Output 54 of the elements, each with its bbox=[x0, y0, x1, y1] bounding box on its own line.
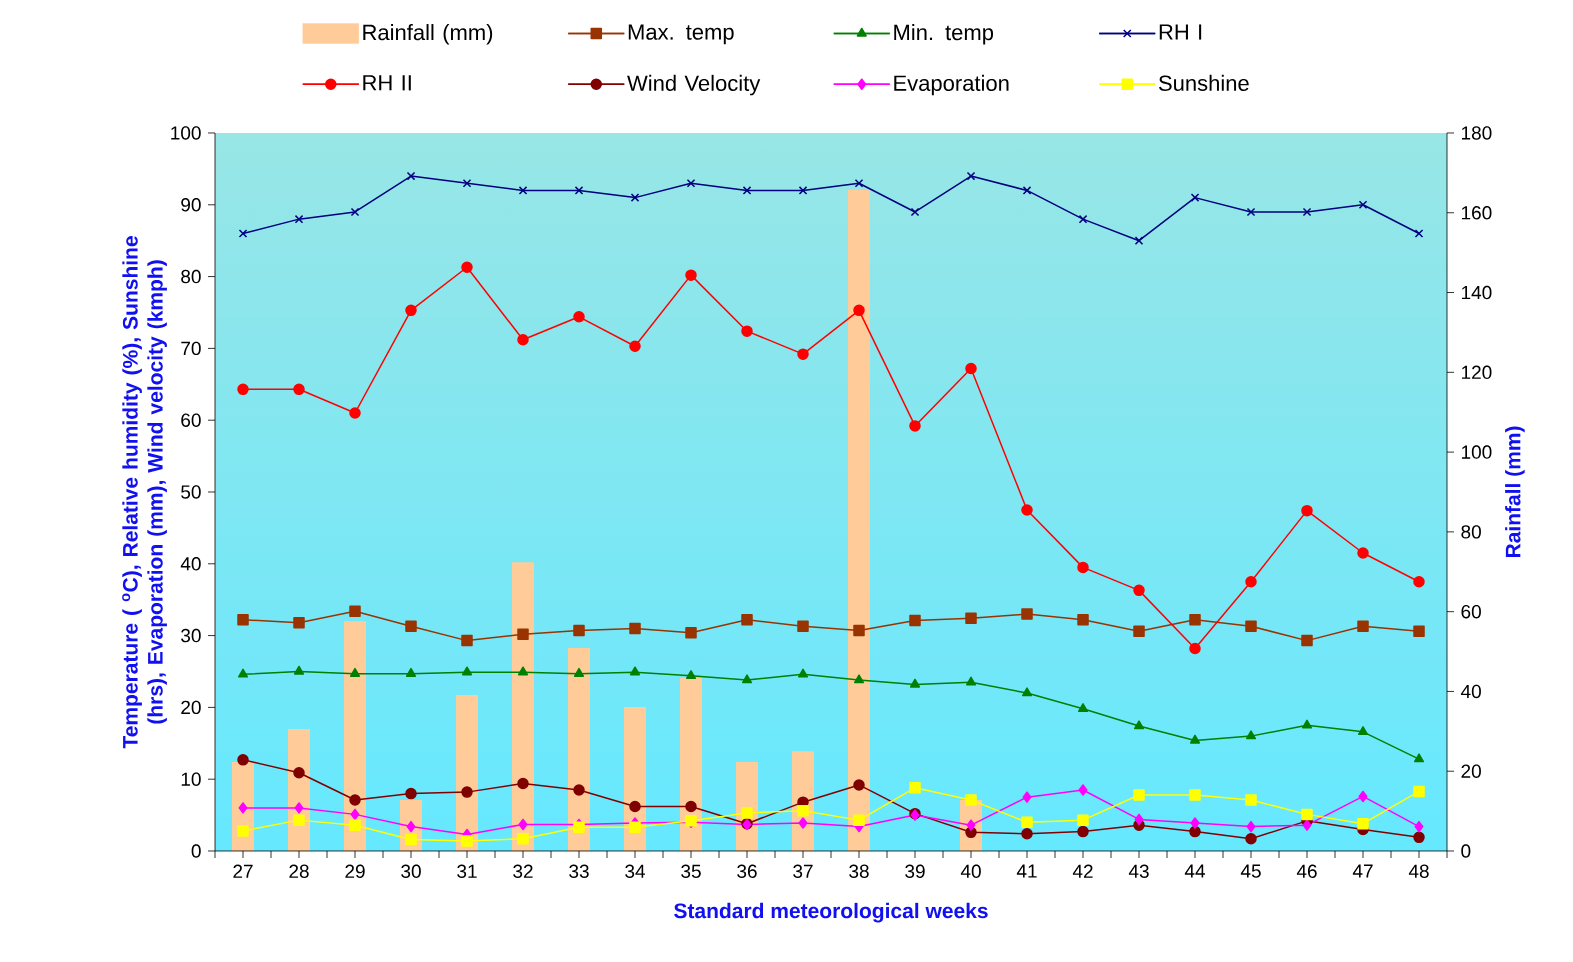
x-tick-label: 42 bbox=[1072, 864, 1093, 878]
x-tick-label: 32 bbox=[513, 864, 533, 878]
y2-axis-title: Rainfall (mm) bbox=[1505, 426, 1525, 558]
y2-tick-label: 0 bbox=[1461, 844, 1471, 858]
x-tick-label: 37 bbox=[793, 864, 813, 878]
y2-tick-label: 60 bbox=[1461, 604, 1481, 619]
y-tick-label: 90 bbox=[181, 198, 201, 212]
y-tick-label: 70 bbox=[181, 341, 201, 356]
y-tick-label: 0 bbox=[191, 844, 201, 858]
legend-label: RH I bbox=[1159, 24, 1202, 40]
x-tick-label: 33 bbox=[569, 864, 589, 878]
y2-tick-label: 20 bbox=[1461, 764, 1481, 778]
y-axis-title: Temperature ( $^{o}$C), Relative humidity (%), Sunshine (hrs), Evaporation (mm), Wind velocity (kmph) bbox=[122, 236, 167, 749]
legend-label: Evaporation bbox=[894, 74, 1009, 96]
x-tick-label: 36 bbox=[737, 864, 757, 878]
y2-tick-label: 160 bbox=[1462, 206, 1492, 220]
x-tick-label: 46 bbox=[1296, 864, 1317, 878]
x-axis-title: Standard meteorological weeks bbox=[674, 902, 988, 923]
x-tick-label: 45 bbox=[1240, 864, 1261, 878]
y2-tick-label: 100 bbox=[1462, 445, 1492, 459]
x-tick-label: 44 bbox=[1184, 864, 1206, 878]
legend-label: Rainfall (mm) bbox=[363, 24, 493, 45]
y2-tick-label: 140 bbox=[1462, 285, 1492, 300]
x-tick-label: 30 bbox=[401, 864, 421, 878]
y-tick-label: 60 bbox=[181, 413, 201, 427]
legend-label: Sunshine bbox=[1158, 74, 1249, 91]
x-tick-label: 39 bbox=[905, 864, 925, 878]
y-tick-label: 100 bbox=[171, 126, 201, 140]
y-tick-label: 20 bbox=[181, 700, 201, 715]
x-tick-label: 40 bbox=[960, 864, 981, 878]
x-tick-label: 35 bbox=[681, 864, 701, 878]
y-tick-label: 50 bbox=[181, 485, 201, 499]
y-tick-label: 80 bbox=[181, 269, 201, 284]
legend-label: RH II bbox=[363, 75, 411, 91]
legend-label: Wind Velocity bbox=[627, 74, 761, 96]
x-tick-label: 47 bbox=[1352, 864, 1373, 878]
x-tick-label: 27 bbox=[233, 864, 253, 878]
legend-label: Max. temp bbox=[628, 24, 734, 45]
y-tick-label: 30 bbox=[181, 628, 201, 643]
y2-tick-label: 80 bbox=[1461, 525, 1481, 539]
y-tick-label: 10 bbox=[181, 772, 201, 786]
y2-tick-label: 180 bbox=[1462, 126, 1492, 140]
x-tick-label: 43 bbox=[1128, 864, 1149, 878]
x-tick-label: 38 bbox=[849, 864, 869, 878]
legend-label: Min. temp bbox=[894, 24, 994, 45]
x-tick-label: 28 bbox=[289, 864, 309, 878]
x-tick-label: 34 bbox=[625, 864, 646, 878]
x-tick-label: 48 bbox=[1408, 864, 1429, 878]
y-tick-label: 40 bbox=[180, 557, 201, 571]
x-tick-label: 41 bbox=[1016, 864, 1037, 878]
y2-tick-label: 120 bbox=[1462, 365, 1492, 380]
y2-tick-label: 40 bbox=[1460, 684, 1481, 699]
x-tick-label: 29 bbox=[345, 864, 365, 878]
x-tick-label: 31 bbox=[457, 864, 477, 878]
